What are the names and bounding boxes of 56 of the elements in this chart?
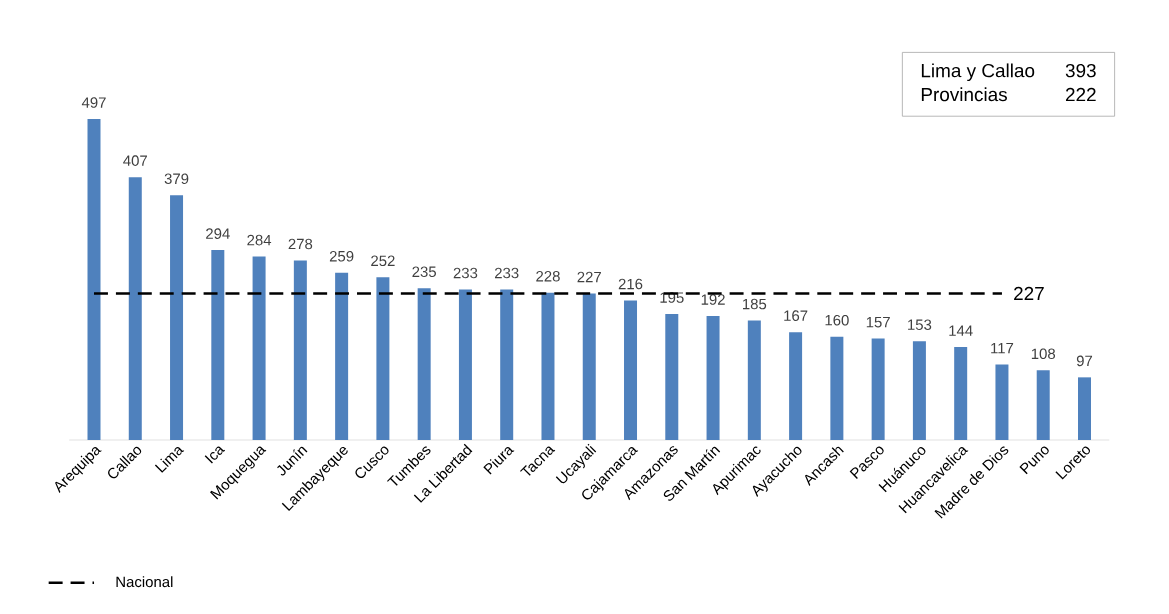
text: 222 (1065, 87, 1096, 102)
data-label: 259 (329, 250, 354, 262)
data-label: 379 (164, 173, 189, 185)
bar (912, 341, 926, 440)
bar (458, 289, 472, 440)
data-label: 228 (536, 270, 560, 282)
data-label: 407 (123, 155, 147, 166)
bar (1077, 377, 1091, 440)
bar (954, 346, 968, 440)
bar (624, 300, 638, 440)
data-label: 144 (949, 325, 973, 336)
bar (995, 364, 1009, 440)
data-label: 216 (618, 278, 643, 290)
data-label: 235 (412, 266, 436, 278)
bar (747, 320, 761, 440)
data-label: 185 (743, 298, 767, 310)
data-label: 195 (660, 292, 684, 303)
bar (830, 336, 844, 440)
text: Lima y Callao (921, 63, 1035, 82)
bar (1036, 370, 1050, 440)
bar (706, 315, 720, 440)
bar (789, 332, 803, 440)
bar (871, 338, 885, 440)
bar (293, 260, 307, 440)
bar (211, 250, 225, 440)
data-label: 278 (288, 238, 313, 250)
text: 393 (1065, 63, 1096, 78)
data-label: 160 (825, 314, 849, 326)
data-label: 157 (866, 316, 890, 328)
bar (252, 256, 266, 440)
bar (128, 177, 142, 440)
bar (582, 293, 596, 440)
data-label: 153 (908, 319, 932, 330)
data-label: 497 (81, 97, 106, 108)
data-label: 97 (1076, 355, 1093, 367)
bar (376, 277, 390, 440)
data-label: 252 (371, 255, 395, 267)
data-label: 233 (494, 267, 519, 279)
data-label: 227 (1014, 286, 1044, 300)
data-label: 227 (577, 271, 601, 283)
data-label: 167 (784, 310, 808, 321)
data-label: 294 (206, 228, 230, 239)
bar (665, 314, 679, 440)
legend-label: Nacional (116, 576, 173, 588)
bar (170, 195, 184, 440)
bar (541, 292, 555, 440)
data-label: 284 (247, 234, 272, 246)
data-label: 108 (1031, 348, 1056, 360)
bar (500, 289, 514, 440)
text: Provincias (921, 87, 1007, 102)
data-label: 192 (701, 294, 725, 305)
data-label: 117 (991, 342, 1014, 354)
data-label: 233 (453, 267, 478, 279)
bar (417, 288, 431, 440)
bar (87, 119, 101, 440)
bar (335, 272, 349, 440)
